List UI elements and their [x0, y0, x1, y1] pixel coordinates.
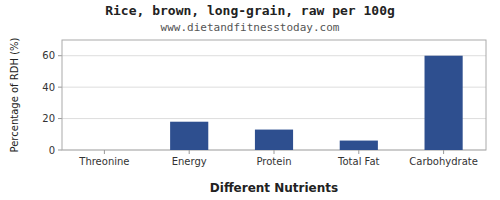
bar — [425, 56, 463, 150]
y-tick — [58, 87, 62, 88]
x-tick — [443, 150, 444, 154]
bar — [255, 130, 293, 150]
x-tick-label: Protein — [256, 156, 291, 167]
y-axis-label: Percentage of RDH (%) — [9, 37, 20, 152]
axes: 0 20 40 60 Threonine Energy Protein Total Fat Ca… — [42, 40, 486, 167]
x-tick-label: Threonine — [78, 156, 129, 167]
plot-frame — [62, 40, 486, 150]
y-tick-label: 20 — [42, 113, 55, 124]
y-tick-label: 60 — [42, 50, 55, 61]
x-tick-label: Carbohydrate — [409, 156, 478, 167]
bar — [340, 141, 378, 150]
bars — [170, 56, 463, 150]
x-tick-label: Energy — [172, 156, 207, 167]
bar — [85, 150, 123, 151]
grid-line — [62, 55, 486, 56]
y-tick-label: 0 — [49, 145, 55, 156]
grid-line — [62, 118, 486, 119]
x-tick-label: Total Fat — [337, 156, 379, 167]
y-tick — [58, 118, 62, 119]
x-tick — [358, 150, 359, 154]
grid — [62, 56, 486, 150]
subtitle: www.dietandfitnesstoday.com — [161, 21, 340, 34]
x-axis-label: Different Nutrients — [210, 181, 338, 195]
y-tick — [58, 150, 62, 151]
chart: Rice, brown, long-grain, raw per 100g www… — [0, 0, 500, 200]
grid-line — [62, 87, 486, 88]
bar — [170, 122, 208, 150]
y-tick — [58, 55, 62, 56]
y-tick-label: 40 — [42, 82, 55, 93]
x-tick — [274, 150, 275, 154]
x-tick — [189, 150, 190, 154]
x-tick — [104, 150, 105, 154]
title: Rice, brown, long-grain, raw per 100g — [105, 3, 395, 18]
